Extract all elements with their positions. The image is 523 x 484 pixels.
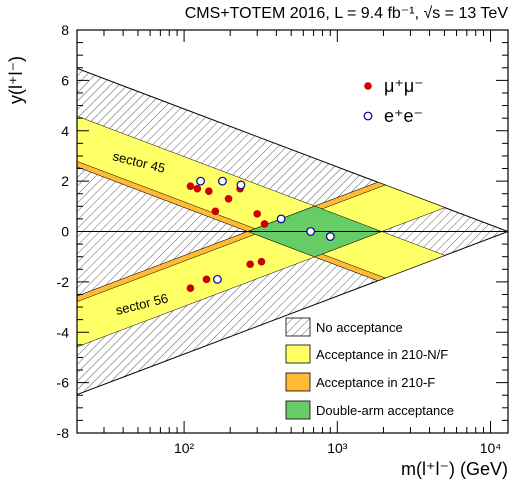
legend-f-label: Acceptance in 210-F xyxy=(316,375,435,390)
y-tick-label: 0 xyxy=(61,224,69,240)
mumu-point xyxy=(202,275,211,284)
mumu-point xyxy=(193,184,202,193)
x-tick-label: 10² xyxy=(174,440,195,456)
mumu-point xyxy=(253,210,262,218)
mumu-point xyxy=(205,187,213,195)
ee-point xyxy=(218,176,227,186)
data-points xyxy=(186,176,335,292)
legend-ee-marker xyxy=(363,111,373,121)
mumu-point xyxy=(257,257,266,266)
legend-nf-label: Acceptance in 210-N/F xyxy=(316,347,448,362)
y-tick-label: 2 xyxy=(61,173,69,189)
y-tick-label: -8 xyxy=(57,425,70,441)
mumu-point xyxy=(224,194,233,203)
y-tick-label: 4 xyxy=(61,123,69,139)
ee-point xyxy=(306,227,316,236)
legend-ee-label: e⁺e⁻ xyxy=(384,106,423,126)
ee-point xyxy=(196,176,205,186)
mumu-point xyxy=(246,260,254,269)
legend-no-acceptance-swatch xyxy=(285,317,311,337)
chart-title: CMS+TOTEM 2016, L = 9.4 fb⁻¹, √s = 13 Te… xyxy=(185,5,509,22)
mumu-point xyxy=(186,284,195,292)
y-axis-label: y(l⁺l⁻) xyxy=(6,56,26,104)
ee-point xyxy=(325,232,335,241)
ee-point xyxy=(236,180,246,190)
mumu-point xyxy=(186,182,195,190)
ee-point xyxy=(213,274,222,284)
y-tick-label: -4 xyxy=(57,324,70,340)
legend-no-acceptance-label: No acceptance xyxy=(316,320,403,335)
legend-mumu-label: μ⁺μ⁻ xyxy=(384,76,424,96)
x-tick-label: 10⁴ xyxy=(480,440,502,456)
ee-point xyxy=(276,214,286,224)
x-tick-label: 10³ xyxy=(327,440,348,456)
region-legend: No acceptance Acceptance in 210-N/F Acce… xyxy=(285,317,454,420)
x-axis-label: m(l⁺l⁻) (GeV) xyxy=(401,459,508,479)
axes: -8 -6 -4 -2 0 2 4 6 8 10² 10³ 10⁴ xyxy=(57,22,509,456)
mumu-point xyxy=(211,207,220,216)
y-tick-label: -6 xyxy=(57,375,70,391)
legend-f-swatch xyxy=(285,372,311,392)
y-tick-label: 8 xyxy=(61,22,69,38)
y-tick-label: -2 xyxy=(57,274,70,290)
legend-double-arm-swatch xyxy=(285,400,311,420)
series-legend: μ⁺μ⁻ e⁺e⁻ xyxy=(363,76,424,126)
legend-nf-swatch xyxy=(285,344,311,364)
mumu-point xyxy=(260,220,269,228)
legend-mumu-marker xyxy=(364,82,372,90)
y-tick-label: 6 xyxy=(61,72,69,88)
legend-double-arm-label: Double-arm acceptance xyxy=(316,403,454,418)
